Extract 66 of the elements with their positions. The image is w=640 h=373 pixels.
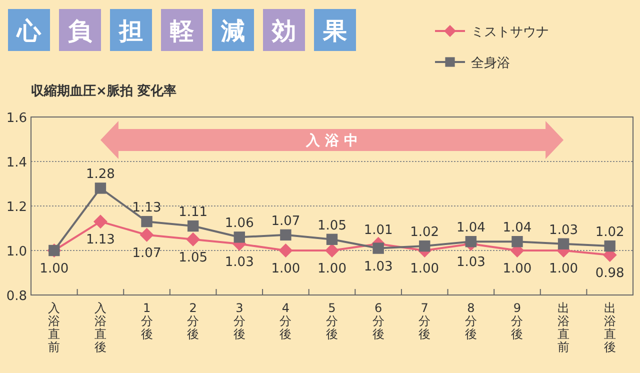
data-label: 1.13 xyxy=(86,232,115,248)
x-tick-label: 7分後 xyxy=(418,301,431,341)
data-label: 1.05 xyxy=(178,250,208,266)
x-tick-label: 8分後 xyxy=(464,301,477,341)
point xyxy=(187,220,199,232)
point xyxy=(141,216,152,228)
data-label: 1.28 xyxy=(86,167,115,182)
point xyxy=(604,240,616,252)
point xyxy=(94,182,106,194)
point xyxy=(558,238,570,250)
x-tick-label: 出浴直後 xyxy=(604,301,616,354)
point xyxy=(419,240,430,252)
x-tick-label: 4分後 xyxy=(280,301,292,341)
data-label: 1.00 xyxy=(271,262,300,276)
x-tick-label: 3分後 xyxy=(233,301,246,341)
data-label: 1.11 xyxy=(178,205,208,220)
data-label: 1.03 xyxy=(456,254,486,270)
data-label: 1.07 xyxy=(271,214,300,229)
data-label: 1.06 xyxy=(224,216,254,232)
title: 心負担軽減効果 xyxy=(8,9,356,51)
x-tick-label: 入浴直後 xyxy=(94,301,106,354)
data-label: 1.04 xyxy=(502,220,532,236)
point xyxy=(140,228,154,242)
x-tick-label: 入浴直前 xyxy=(48,301,60,354)
data-label: 0.98 xyxy=(595,266,624,281)
point xyxy=(326,234,338,245)
data-label: 1.00 xyxy=(410,262,440,276)
point xyxy=(512,236,523,248)
data-label: 1.00 xyxy=(549,262,578,276)
chart-title: 心負担軽減効果 xyxy=(16,17,347,45)
data-label: 1.03 xyxy=(549,222,578,238)
legend-label: ミストサウナ xyxy=(471,25,549,40)
x-tick-label: 出浴直前 xyxy=(558,301,570,354)
annotation: 入 浴 中 xyxy=(305,133,358,149)
data-label: 1.03 xyxy=(224,254,254,270)
point xyxy=(234,232,245,243)
x-tick-label: 6分後 xyxy=(372,301,384,341)
data-label: 1.01 xyxy=(364,222,393,238)
point xyxy=(280,229,292,241)
point xyxy=(93,214,108,229)
point xyxy=(465,236,477,248)
data-label: 1.00 xyxy=(318,262,346,276)
point xyxy=(278,244,293,258)
data-label: 1.05 xyxy=(318,218,346,234)
point xyxy=(186,232,200,246)
y-tick-label: 1.0 xyxy=(6,244,27,260)
y-tick-label: 0.8 xyxy=(6,289,27,304)
x-tick-label: 9分後 xyxy=(511,301,524,341)
point xyxy=(325,244,339,258)
y-tick-label: 1.2 xyxy=(6,200,27,215)
data-label: 1.02 xyxy=(595,225,624,240)
y-tick-label: 1.4 xyxy=(6,156,27,170)
data-label: 1.00 xyxy=(502,262,532,276)
legend-label: 全身浴 xyxy=(471,56,510,71)
x-tick-label: 5分後 xyxy=(326,301,338,341)
data-label: 1.00 xyxy=(40,262,69,276)
x-tick-label: 2分後 xyxy=(187,301,200,341)
y-tick-label: 1.6 xyxy=(6,111,27,126)
point xyxy=(372,242,384,254)
x-tick-label: 1分後 xyxy=(140,301,153,341)
data-label: 1.07 xyxy=(132,246,162,261)
chart-subtitle: 収縮期血圧×脈拍 変化率 xyxy=(31,83,176,99)
data-label: 1.03 xyxy=(364,259,393,274)
data-label: 1.13 xyxy=(132,200,162,216)
data-label: 1.02 xyxy=(410,225,440,240)
data-label: 1.04 xyxy=(456,220,486,236)
